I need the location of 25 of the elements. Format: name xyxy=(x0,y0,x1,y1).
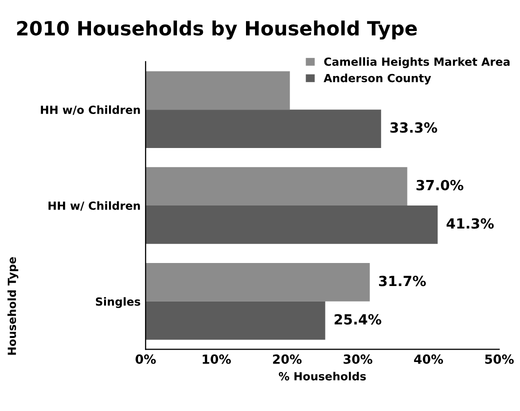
x-tick-label: 40% xyxy=(414,354,444,364)
x-tick-label: 0% xyxy=(136,354,156,364)
y-tick-label: HH w/ Children xyxy=(48,201,140,211)
data-label: 31.7% xyxy=(379,276,426,286)
x-tick-label: 30% xyxy=(344,354,372,364)
bar xyxy=(146,167,408,206)
x-tick-label: 50% xyxy=(485,354,514,364)
bar xyxy=(146,206,438,244)
y-tick-label: HH w/o Children xyxy=(40,105,140,115)
bar xyxy=(146,301,326,340)
data-label: 41.3% xyxy=(446,218,494,229)
x-tick-label: 20% xyxy=(273,354,302,364)
bar xyxy=(146,71,290,110)
y-axis-title: Household Type xyxy=(7,257,18,355)
data-label: 33.3% xyxy=(390,122,438,133)
x-tick-label: 10% xyxy=(202,354,231,364)
x-axis-title: % Households xyxy=(278,372,366,380)
y-tick-label: Singles xyxy=(96,297,140,308)
legend-label: Anderson County xyxy=(324,74,432,84)
chart-title: 2010 Households by Household Type xyxy=(17,20,417,40)
bar xyxy=(146,263,370,302)
bar xyxy=(146,110,382,148)
data-label: 25.4% xyxy=(334,314,382,325)
data-label: 37.0% xyxy=(416,180,464,190)
legend-label: Camellia Heights Market Area xyxy=(324,57,510,68)
